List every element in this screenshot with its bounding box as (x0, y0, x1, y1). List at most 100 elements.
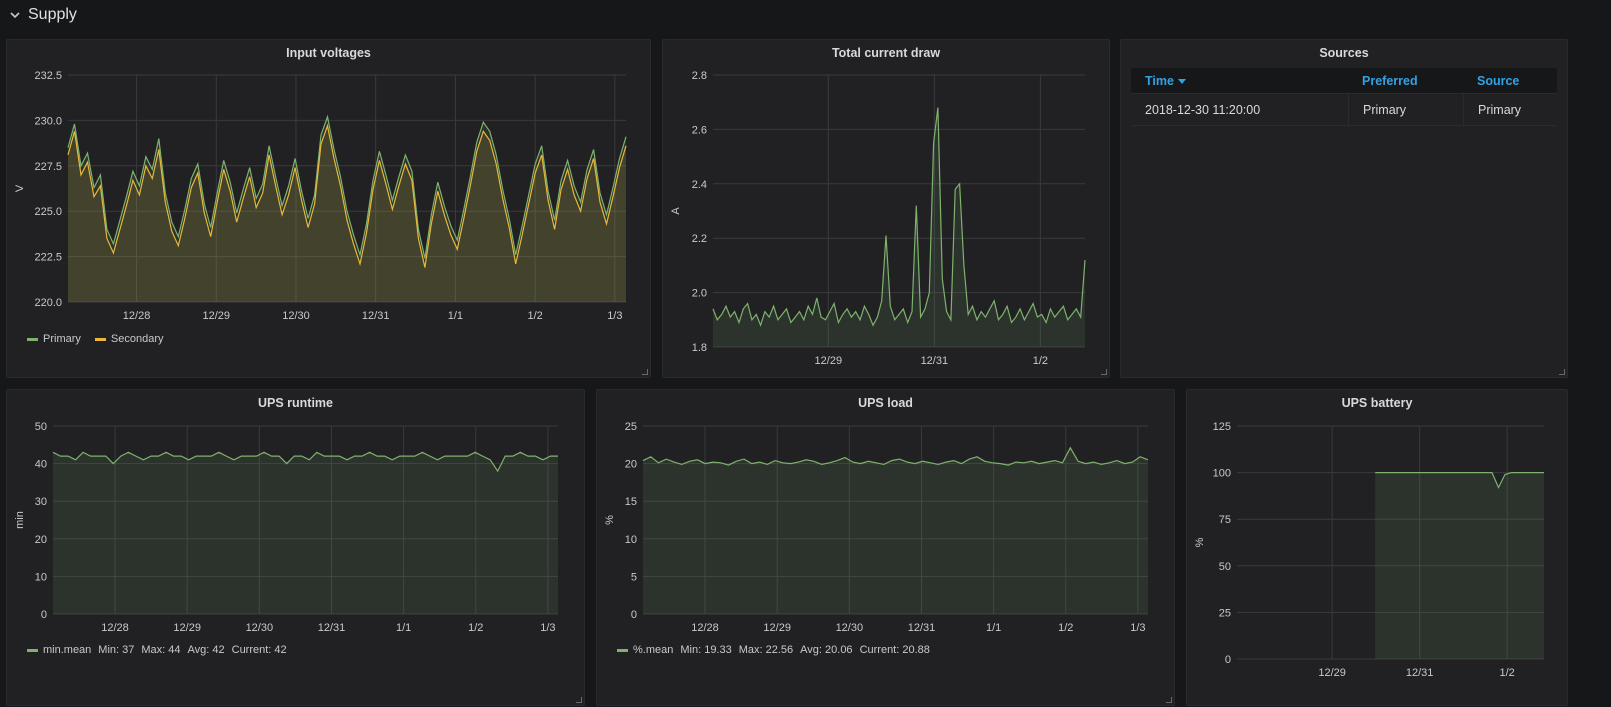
legend-max: Max: 44 (141, 644, 181, 656)
resize-handle[interactable] (642, 369, 648, 375)
x-tick-label: 12/31 (921, 355, 949, 367)
y-tick-label: 2.2 (692, 233, 707, 245)
series-area (68, 125, 626, 302)
sources-table: Time Preferred Source 2018-12-30 11:20:0… (1131, 68, 1557, 126)
legend-item-min-mean[interactable]: min.mean Min: 37 Max: 44 Avg: 42 Current… (27, 644, 287, 656)
legend-label: %.mean (633, 644, 674, 656)
legend-item-percent-mean[interactable]: %.mean Min: 19.33 Max: 22.56 Avg: 20.06 … (617, 644, 930, 656)
legend-label: min.mean (43, 644, 92, 656)
panel-title[interactable]: UPS runtime (257, 396, 333, 410)
y-axis-label: V (14, 184, 26, 192)
row-header-supply[interactable]: Supply (8, 2, 77, 28)
x-tick-label: 12/29 (203, 310, 231, 322)
x-tick-label: 12/28 (691, 622, 719, 634)
y-tick-label: 2.8 (692, 70, 707, 82)
series-area (68, 116, 626, 302)
series-line (52, 451, 558, 473)
resize-handle[interactable] (1101, 369, 1107, 375)
legend-swatch (27, 337, 38, 341)
y-tick-label: 20 (35, 534, 47, 546)
y-tick-label: 0 (41, 609, 47, 621)
legend-swatch (94, 337, 106, 341)
x-tick-label: 12/28 (123, 310, 151, 322)
chevron-down-icon (10, 12, 20, 19)
legend-avg: Avg: 20.06 (800, 644, 853, 656)
y-tick-label: 0 (631, 609, 637, 621)
resize-handle[interactable] (576, 697, 582, 703)
x-tick-label: 1/2 (468, 622, 483, 634)
cell-time: 2018-12-30 11:20:00 (1145, 102, 1261, 117)
panel-ups-load[interactable]: UPS load 0 5 10 15 20 25 12/28 12/29 12/30 12/31 1… (596, 389, 1175, 706)
panel-sources[interactable]: Sources Time Preferred Source 2018-12-30… (1120, 39, 1568, 378)
y-tick-label: 1.8 (692, 342, 707, 354)
x-tick-label: 12/30 (836, 622, 864, 634)
series-area (713, 107, 1085, 347)
legend-current: Current: 42 (231, 644, 287, 656)
column-header-preferred[interactable]: Preferred (1362, 73, 1418, 88)
series-area (1375, 472, 1544, 659)
y-axis-label: A (670, 207, 682, 215)
panel-title[interactable]: Input voltages (286, 46, 371, 60)
panel-total-current-draw[interactable]: Total current draw 1.8 2.0 2.2 2.4 2.6 2.8 12/… (662, 39, 1110, 378)
chart-input-voltages: 220.0 222.5 225.0 227.5 230.0 232.5 12/28 12/29… (14, 70, 627, 322)
x-tick-label: 12/29 (173, 622, 201, 634)
resize-handle[interactable] (1166, 697, 1172, 703)
legend: Primary Secondary (27, 333, 163, 345)
legend-avg: Avg: 42 (187, 644, 225, 656)
legend-label: Secondary (110, 333, 164, 345)
legend-item-primary[interactable]: Primary (27, 333, 81, 345)
legend-current: Current: 20.88 (859, 644, 930, 656)
y-tick-label: 25 (625, 421, 637, 433)
y-tick-label: 227.5 (34, 161, 62, 173)
legend: %.mean Min: 19.33 Max: 22.56 Avg: 20.06 … (617, 644, 930, 656)
panel-title[interactable]: UPS load (858, 396, 913, 410)
resize-handle[interactable] (1559, 369, 1565, 375)
cell-source: Primary (1463, 94, 1557, 125)
x-tick-label: 12/31 (1406, 667, 1434, 679)
y-tick-label: 232.5 (34, 70, 62, 82)
y-tick-label: 2.6 (692, 124, 707, 136)
x-tick-label: 1/1 (986, 622, 1001, 634)
y-tick-label: 2.4 (692, 179, 707, 191)
column-header-source[interactable]: Source (1477, 73, 1520, 88)
x-tick-label: 12/31 (908, 622, 936, 634)
table-header: Time Preferred Source (1131, 68, 1557, 94)
legend-min: Min: 37 (98, 644, 135, 656)
y-tick-label: 50 (35, 421, 47, 433)
chart-ups-runtime: 0 10 20 30 40 50 12/28 12/29 12/30 12/31 1/1 1/2 1/3… (14, 421, 558, 634)
table-row: 2018-12-30 11:20:00 Primary Primary (1131, 94, 1557, 126)
y-tick-label: 30 (35, 496, 47, 508)
row-title: Supply (28, 6, 77, 23)
panel-title[interactable]: UPS battery (1341, 396, 1413, 410)
x-tick-label: 12/29 (815, 355, 843, 367)
panel-input-voltages[interactable]: Input voltages 220.0 222.5 225.0 227.5 230.0… (6, 39, 651, 378)
y-tick-label: 15 (625, 496, 637, 508)
panel-title[interactable]: Total current draw (831, 46, 941, 60)
legend-label: Primary (43, 333, 81, 345)
x-tick-label: 12/30 (282, 310, 310, 322)
y-tick-label: 5 (631, 571, 637, 583)
panel-ups-runtime[interactable]: UPS runtime 0 10 20 30 40 50 12/28 12/29 12/30 12… (6, 389, 585, 706)
legend-swatch (617, 648, 628, 652)
series-area (643, 447, 1148, 614)
column-header-time[interactable]: Time (1131, 74, 1348, 88)
series-line (642, 446, 1149, 466)
y-tick-label: 125 (1213, 421, 1231, 433)
x-tick-label: 12/31 (318, 622, 346, 634)
legend-item-secondary[interactable]: Secondary (94, 333, 164, 345)
y-tick-label: 10 (625, 534, 637, 546)
legend-swatch (27, 648, 38, 652)
x-tick-label: 12/30 (246, 622, 274, 634)
x-tick-label: 1/3 (540, 622, 555, 634)
y-axis-label: % (604, 515, 616, 525)
x-tick-label: 12/29 (763, 622, 791, 634)
legend: min.mean Min: 37 Max: 44 Avg: 42 Current… (27, 644, 287, 656)
chart-ups-battery: 0 25 50 75 100 125 12/29 12/31 1/2% (1194, 421, 1544, 679)
x-tick-label: 1/1 (396, 622, 411, 634)
y-tick-label: 220.0 (34, 297, 62, 309)
panel-title[interactable]: Sources (1319, 46, 1369, 60)
x-tick-label: 1/3 (1130, 622, 1145, 634)
panel-ups-battery[interactable]: UPS battery 0 25 50 75 100 125 12/29 12/31 1/2% (1186, 389, 1568, 706)
y-tick-label: 40 (35, 459, 47, 471)
x-tick-label: 1/2 (1500, 667, 1515, 679)
